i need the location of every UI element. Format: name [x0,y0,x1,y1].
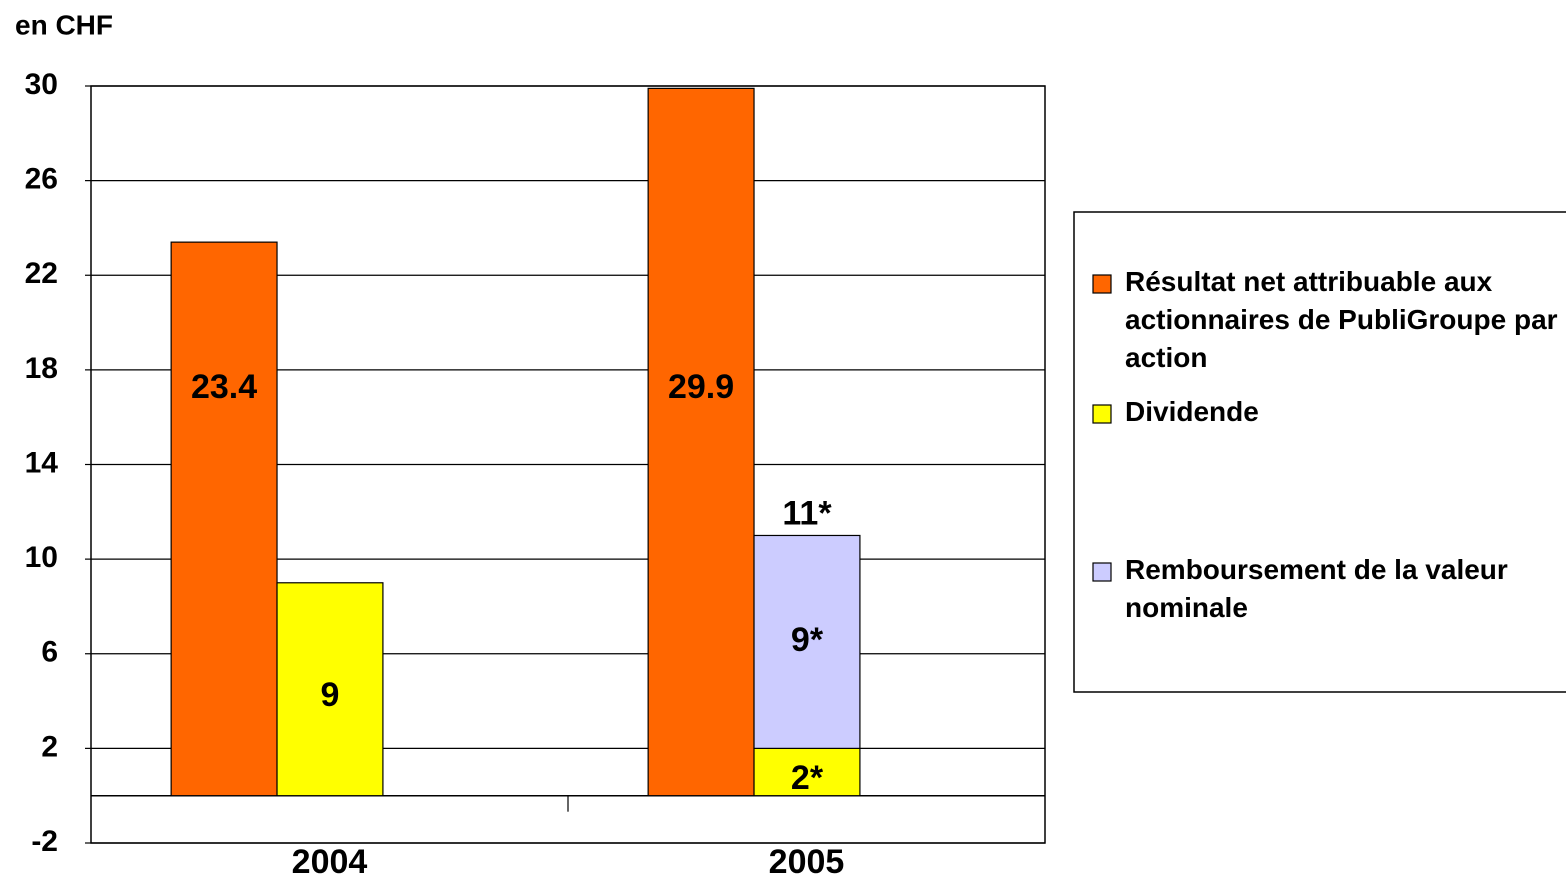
y-tick-label: -2 [31,825,58,858]
legend-label: Remboursement de la valeur nominale [1125,554,1508,623]
x-tick-label: 2004 [292,843,368,881]
value-label: 2* [791,759,824,797]
legend-swatch [1092,404,1112,424]
bar [753,747,861,797]
y-axis-label: en CHF [15,9,113,40]
x-tick-label: 2005 [769,843,845,881]
annotation: 11* [782,494,832,532]
y-tick-label: 22 [25,257,58,290]
value-label: 23.4 [191,368,257,406]
value-label: 9 [321,676,340,714]
y-tick-label: 6 [41,636,58,669]
y-tick-label: 14 [25,446,59,479]
y-tick-label: 18 [25,352,58,385]
value-label: 9* [791,621,824,659]
value-label: 29.9 [668,368,734,406]
bar [753,534,861,749]
y-tick-label: 2 [41,730,58,763]
legend-swatch [1092,274,1112,294]
y-tick-label: 30 [25,68,58,101]
y-tick-label: 10 [25,541,58,574]
legend-box [1073,211,1566,693]
legend: Résultat net attribuable aux actionnaires… [1073,211,1566,693]
legend-label: Dividende [1125,396,1259,427]
bar [170,241,278,797]
bar [647,87,755,797]
y-tick-label: 26 [25,163,58,196]
legend-label: Résultat net attribuable aux actionnaires… [1125,266,1558,373]
bar [276,582,384,797]
legend-swatch [1092,562,1112,582]
